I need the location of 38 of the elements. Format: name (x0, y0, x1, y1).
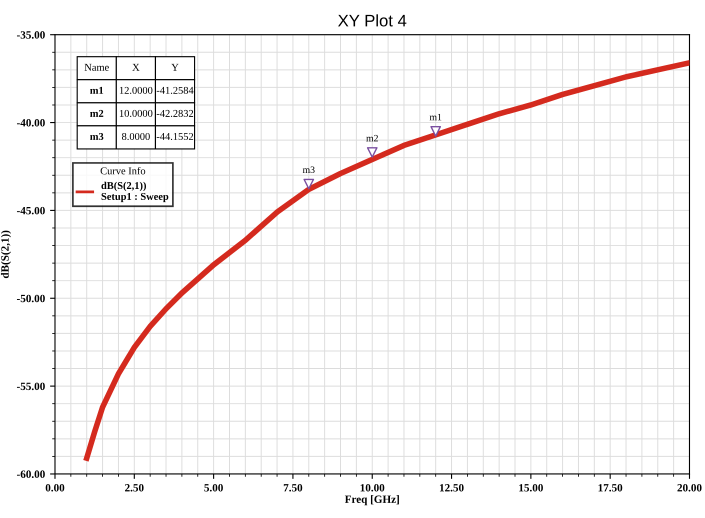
x-tick-label: 0.00 (46, 484, 64, 492)
annotation: m3 (302, 166, 315, 174)
annotation: X (132, 64, 140, 71)
annotation: 12.0000 (120, 86, 152, 94)
x-axis-title: Freq [GHz] (344, 495, 399, 506)
annotation: Name (84, 64, 109, 71)
legend-title: Curve Info (100, 166, 146, 174)
point (366, 147, 378, 158)
y-axis-title: dB(S(2,1)) (0, 230, 12, 278)
annotation: Y (171, 64, 179, 71)
x-tick-label: 5.00 (204, 484, 223, 492)
y-tick-label: -50.00 (16, 294, 45, 302)
annotation: m3 (90, 132, 104, 140)
annotation: m1 (430, 114, 442, 120)
y-tick-label: -45.00 (16, 206, 45, 214)
annotation: 10.0000 (120, 110, 152, 117)
point (430, 126, 442, 137)
x-tick-label: 12.50 (440, 484, 464, 492)
y-tick-label: -35.00 (16, 31, 45, 39)
x-tick-label: 2.50 (125, 484, 144, 492)
x-tick-label: 7.50 (284, 484, 302, 492)
annotation: 8.0000 (122, 132, 150, 140)
x-tick-label: 17.50 (598, 484, 622, 492)
annotation: m2 (366, 134, 378, 142)
x-tick-label: 20.00 (677, 484, 702, 492)
annotation: -42.2832 (156, 110, 194, 117)
chart-title: XY Plot 4 (338, 14, 406, 27)
y-tick-label: -40.00 (16, 119, 45, 127)
y-tick-label: -60.00 (16, 470, 45, 478)
annotation: -44.1552 (156, 132, 194, 140)
annotation: -41.2584 (156, 86, 194, 94)
legend-label: dB(S(2,1)) Setup1 : Sweep (101, 182, 168, 202)
annotation: m1 (90, 86, 104, 94)
point (303, 178, 314, 190)
annotation: m2 (90, 110, 104, 117)
x-tick-label: 15.00 (519, 484, 543, 492)
x-tick-label: 10.00 (360, 484, 384, 492)
y-tick-label: -55.00 (16, 382, 45, 390)
